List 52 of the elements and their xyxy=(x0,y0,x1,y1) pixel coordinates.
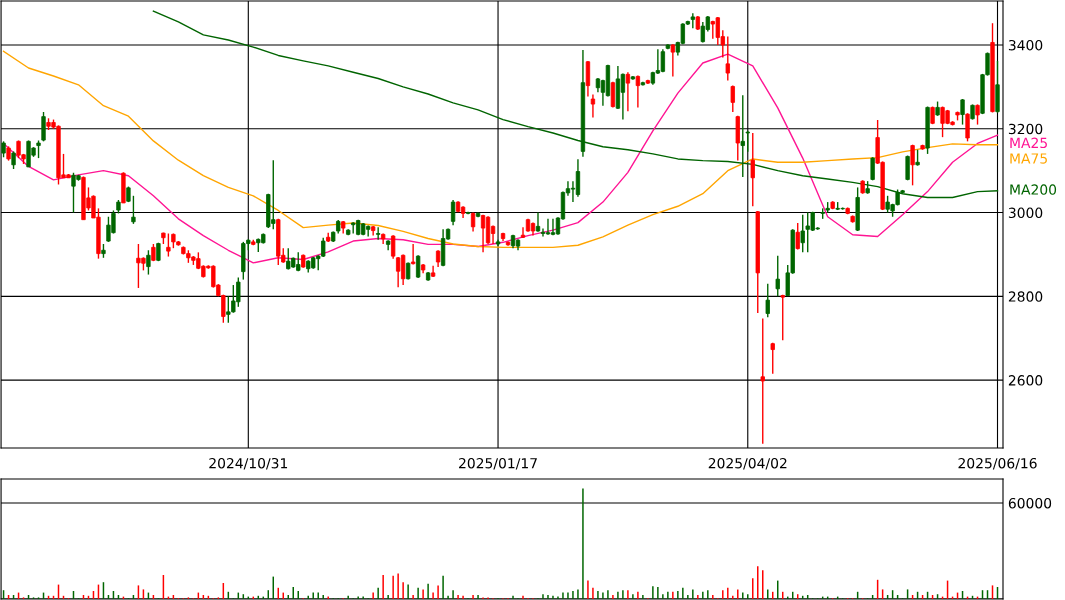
candlestick xyxy=(965,112,970,143)
candlestick xyxy=(41,111,46,143)
candlestick xyxy=(550,218,556,236)
candlestick xyxy=(740,94,745,178)
candlestick xyxy=(730,84,735,113)
candlestick xyxy=(146,249,151,276)
candlestick xyxy=(520,226,526,239)
candlestick xyxy=(540,227,546,238)
candlestick xyxy=(400,253,406,286)
candlestick xyxy=(750,132,755,207)
candlestick xyxy=(770,342,775,375)
candlestick xyxy=(166,232,171,258)
candlestick xyxy=(575,158,581,198)
candlestick xyxy=(760,317,765,445)
y-tick-label: 2800 xyxy=(1008,291,1043,302)
candlestick xyxy=(690,12,695,29)
series-label: MA200 xyxy=(1010,184,1057,195)
candlestick xyxy=(585,60,591,98)
candlestick xyxy=(960,98,965,126)
candlestick xyxy=(620,72,626,121)
x-tick-label: 2025/01/17 xyxy=(459,457,537,470)
candlestick xyxy=(765,283,770,318)
series-label: MA25 xyxy=(1010,137,1047,149)
candlestick xyxy=(635,74,641,109)
candlestick xyxy=(450,199,456,226)
candlestick xyxy=(780,293,785,342)
candlestick xyxy=(131,195,136,225)
y-tick-label: 2600 xyxy=(1008,375,1043,386)
candlestick xyxy=(390,234,396,260)
candlestick xyxy=(670,43,676,78)
x-tick-label: 2025/04/02 xyxy=(708,457,787,470)
candlestick xyxy=(775,255,780,298)
x-tick-label: 2025/06/16 xyxy=(958,457,1037,470)
candlestick xyxy=(415,254,421,279)
candlestick xyxy=(480,213,486,254)
series-label: MA75 xyxy=(1010,153,1047,164)
candlestick xyxy=(975,103,980,126)
candlestick xyxy=(410,243,416,266)
x-tick-label: 2024/10/31 xyxy=(209,457,288,470)
y-tick-label: 60000 xyxy=(1008,497,1052,509)
y-tick-label: 3400 xyxy=(1008,39,1043,51)
candlestick xyxy=(625,71,631,112)
y-tick-label: 3000 xyxy=(1008,207,1043,219)
candlestick xyxy=(725,35,730,82)
candlestick xyxy=(795,222,800,251)
y-tick-label: 3200 xyxy=(1008,123,1043,135)
candlestick xyxy=(535,211,541,233)
candlestick xyxy=(545,218,551,236)
candlestick xyxy=(376,226,381,241)
candlestick xyxy=(910,143,915,187)
candlestick xyxy=(590,93,596,119)
candlestick xyxy=(800,213,805,254)
